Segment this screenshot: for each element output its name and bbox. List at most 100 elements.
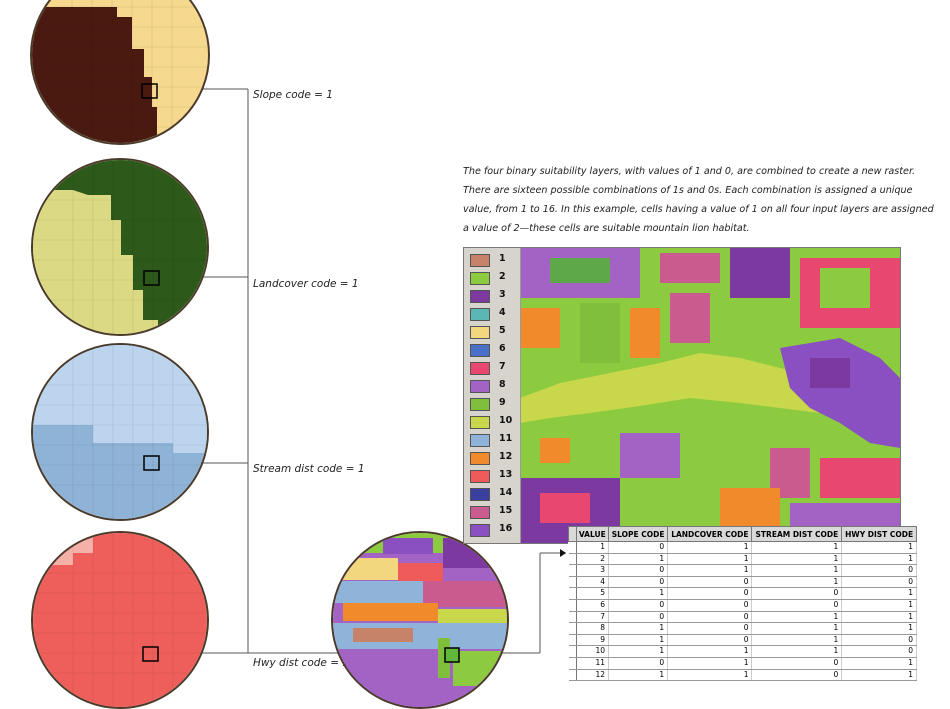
row-selector[interactable] xyxy=(568,611,577,624)
table-cell: 7 xyxy=(576,611,610,624)
table-cell: 0 xyxy=(608,541,669,554)
table-header-row: VALUE SLOPE CODE LANDCOVER CODE STREAM D… xyxy=(568,526,917,542)
table-cell: 9 xyxy=(576,634,610,647)
table-cell: 0 xyxy=(608,564,669,577)
table-header-stub xyxy=(568,526,577,542)
table-cell: 1 xyxy=(667,645,753,658)
row-selector[interactable] xyxy=(568,553,577,566)
row-selector[interactable] xyxy=(568,645,577,658)
table-cell: 1 xyxy=(751,564,843,577)
table-cell: 1 xyxy=(608,634,669,647)
legend-swatch xyxy=(470,308,490,321)
legend-value: 9 xyxy=(499,397,506,408)
col-header-stream[interactable]: STREAM DIST CODE xyxy=(751,526,843,542)
table-cell: 6 xyxy=(576,599,610,612)
legend-value: 3 xyxy=(499,289,506,300)
col-header-landcover[interactable]: LANDCOVER CODE xyxy=(667,526,753,542)
table-cell: 1 xyxy=(608,645,669,658)
table-cell: 1 xyxy=(751,541,843,554)
col-header-hwy[interactable]: HWY DIST CODE xyxy=(841,526,917,542)
row-selector[interactable] xyxy=(568,599,577,612)
legend-swatch xyxy=(470,254,490,267)
legend-value: 16 xyxy=(499,523,513,534)
row-selector[interactable] xyxy=(568,576,577,589)
table-cell: 1 xyxy=(576,541,610,554)
table-cell: 2 xyxy=(576,553,610,566)
table-cell: 0 xyxy=(608,611,669,624)
table-cell: 1 xyxy=(751,634,843,647)
table-cell: 1 xyxy=(841,622,917,635)
legend-swatch xyxy=(470,470,490,483)
table-cell: 0 xyxy=(841,645,917,658)
row-selector[interactable] xyxy=(568,587,577,600)
col-header-slope[interactable]: SLOPE CODE xyxy=(608,526,669,542)
table-row[interactable]: 10 1 1 1 0 xyxy=(568,645,917,658)
table-cell: 3 xyxy=(576,564,610,577)
legend-value: 12 xyxy=(499,451,513,462)
table-cell: 0 xyxy=(608,657,669,670)
table-cell: 0 xyxy=(667,587,753,600)
landcover-layer-circle xyxy=(31,158,209,336)
table-cell: 0 xyxy=(667,576,753,589)
table-cell: 0 xyxy=(841,564,917,577)
hwy-dist-code-label: Hwy dist code = 1 xyxy=(253,657,350,669)
row-selector[interactable] xyxy=(568,634,577,647)
row-selector[interactable] xyxy=(568,669,577,682)
table-cell: 1 xyxy=(841,669,917,682)
table-cell: 1 xyxy=(608,622,669,635)
table-cell: 1 xyxy=(751,645,843,658)
legend-swatch xyxy=(470,362,490,375)
legend-value: 2 xyxy=(499,271,506,282)
table-cell: 5 xyxy=(576,587,610,600)
row-selector[interactable] xyxy=(568,657,577,670)
legend-swatch xyxy=(470,290,490,303)
attribute-table: VALUE SLOPE CODE LANDCOVER CODE STREAM D… xyxy=(568,526,917,682)
table-cell: 0 xyxy=(841,634,917,647)
legend-swatch xyxy=(470,326,490,339)
table-cell: 10 xyxy=(576,645,610,658)
table-cell: 0 xyxy=(751,657,843,670)
table-cell: 0 xyxy=(667,599,753,612)
row-selector[interactable] xyxy=(568,622,577,635)
table-cell: 0 xyxy=(841,576,917,589)
table-cell: 1 xyxy=(841,553,917,566)
col-header-value[interactable]: VALUE xyxy=(575,526,610,542)
row-selector[interactable] xyxy=(568,564,577,577)
legend-value: 8 xyxy=(499,379,506,390)
stream-dist-code-label: Stream dist code = 1 xyxy=(253,463,365,475)
table-cell: 0 xyxy=(608,599,669,612)
table-cell: 4 xyxy=(576,576,610,589)
legend-value: 14 xyxy=(499,487,513,498)
combined-output-circle xyxy=(331,531,509,709)
description-text: The four binary suitability layers, with… xyxy=(463,166,934,234)
table-cell: 0 xyxy=(667,634,753,647)
legend-swatch xyxy=(470,380,490,393)
landcover-code-label: Landcover code = 1 xyxy=(253,278,359,290)
table-row[interactable]: 12 1 1 0 1 xyxy=(568,669,917,682)
legend-swatch xyxy=(470,398,490,411)
raster-image xyxy=(520,248,900,543)
legend-value: 4 xyxy=(499,307,506,318)
table-row[interactable]: 11 0 1 0 1 xyxy=(568,657,917,670)
table-cell: 1 xyxy=(608,669,669,682)
table-cell: 1 xyxy=(841,587,917,600)
table-cell: 8 xyxy=(576,622,610,635)
row-selector[interactable] xyxy=(568,541,577,554)
table-cell: 1 xyxy=(667,669,753,682)
legend-value: 10 xyxy=(499,415,513,426)
table-cell: 1 xyxy=(841,541,917,554)
legend-value: 13 xyxy=(499,469,513,480)
table-cell: 0 xyxy=(667,622,753,635)
legend-swatch xyxy=(470,416,490,429)
table-cell: 1 xyxy=(608,587,669,600)
table-cell: 0 xyxy=(751,669,843,682)
